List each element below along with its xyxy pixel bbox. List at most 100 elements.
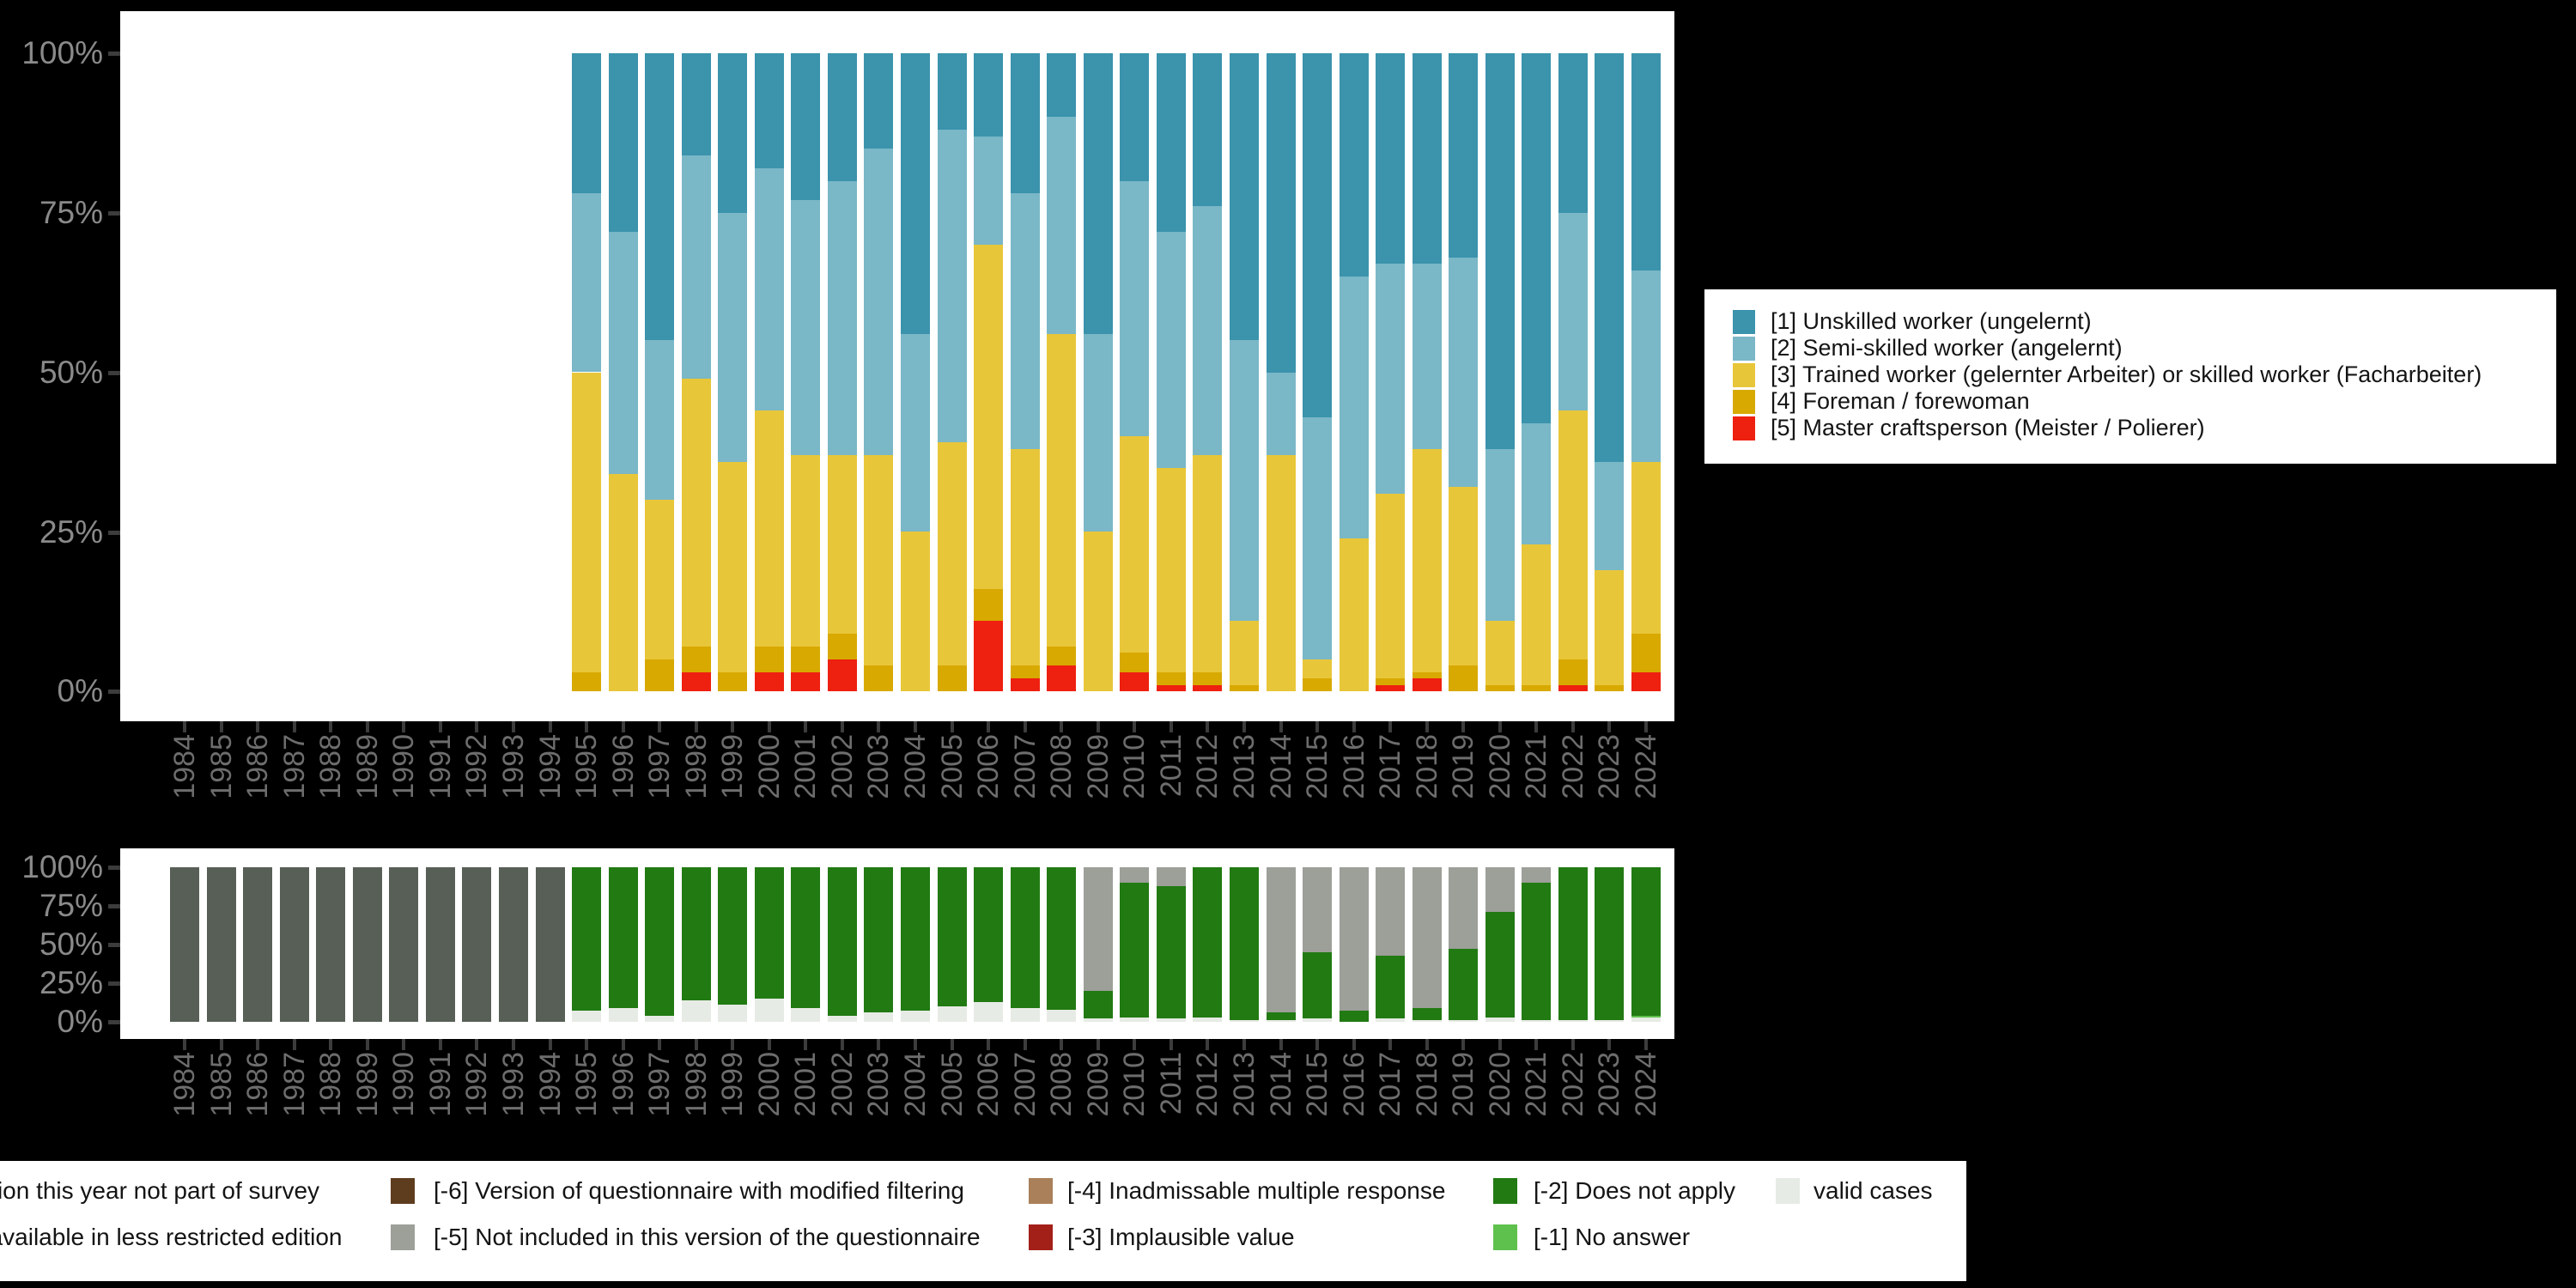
- bar-2024-segment--1: [1631, 1015, 1661, 1018]
- bar-1999-segment-valid: [718, 1005, 748, 1022]
- bar-2013-segment-1: [1229, 53, 1259, 341]
- bar-2011-segment-valid: [1156, 1018, 1186, 1022]
- bar-2000-segment-3: [754, 410, 784, 647]
- bar-2024-segment--2: [1631, 867, 1661, 1016]
- distribution-xtick-2011: [1169, 721, 1173, 732]
- bar-2023-segment--2: [1595, 867, 1625, 1021]
- bar-2010-segment--2: [1120, 883, 1150, 1018]
- missings-xtick-2013: [1242, 1039, 1246, 1050]
- missings-xtick-2016: [1352, 1039, 1356, 1050]
- missings-xlabel-2017: 2017: [1374, 1052, 1407, 1117]
- distribution-xtick-2002: [840, 721, 844, 732]
- bar-2007-segment-2: [1010, 193, 1040, 449]
- missings-xtick-2019: [1461, 1039, 1466, 1050]
- missings-xlabel-1996: 1996: [606, 1052, 640, 1117]
- legend-item-4: [4] Foreman / forewoman: [1733, 388, 2030, 415]
- distribution-xtick-2009: [1096, 721, 1100, 732]
- distribution-xlabel-2007: 2007: [1008, 734, 1042, 799]
- legend-swatch-5: [1733, 416, 1755, 440]
- bar-1998-segment-valid: [681, 999, 711, 1022]
- bar-2004-segment-valid: [901, 1011, 930, 1022]
- missings-xlabel-2009: 2009: [1081, 1052, 1115, 1117]
- missings-xtick-2006: [987, 1039, 991, 1050]
- distribution-xtick-2014: [1279, 721, 1283, 732]
- distribution-xtick-2007: [1023, 721, 1027, 732]
- distribution-xlabel-1995: 1995: [570, 734, 604, 799]
- missings-xtick-2017: [1388, 1039, 1393, 1050]
- bar-2024-segment-1: [1631, 53, 1661, 270]
- bar-1995-segment-valid: [572, 1011, 602, 1022]
- distribution-ytick-100: [108, 52, 120, 56]
- missing-legend-label-r2c3: [-3] Implausible value: [1067, 1224, 1295, 1250]
- missings-xtick-2008: [1060, 1039, 1064, 1050]
- bar-2003-segment-valid: [864, 1012, 894, 1022]
- bar-2012-segment-5: [1193, 684, 1223, 691]
- bar-2006-segment--2: [974, 867, 1004, 1002]
- bar-1997-segment-2: [645, 340, 675, 501]
- bar-2009-segment-valid: [1083, 1018, 1113, 1022]
- distribution-xlabel-1997: 1997: [643, 734, 677, 799]
- bar-2017-segment-valid: [1376, 1018, 1406, 1022]
- missings-xtick-1996: [621, 1039, 625, 1050]
- bar-2014-segment-1: [1266, 53, 1296, 373]
- bar-1995-segment-2: [572, 193, 602, 373]
- distribution-xlabel-2020: 2020: [1483, 734, 1516, 799]
- missings-xlabel-2019: 2019: [1447, 1052, 1480, 1117]
- distribution-ytick-75: [108, 211, 120, 216]
- bar-2001-segment-2: [791, 199, 821, 456]
- missings-xtick-2000: [767, 1039, 771, 1050]
- missings-xlabel-1991: 1991: [423, 1052, 457, 1117]
- missings-xlabel-2020: 2020: [1483, 1052, 1516, 1117]
- distribution-xtick-2023: [1607, 721, 1612, 732]
- bar-2018-segment-3: [1412, 448, 1442, 672]
- bar-2001-segment-5: [791, 671, 821, 691]
- distribution-xlabel-2019: 2019: [1447, 734, 1480, 799]
- distribution-xlabel-2009: 2009: [1081, 734, 1115, 799]
- distribution-xlabel-1991: 1991: [423, 734, 457, 799]
- bar-2021-segment-3: [1522, 544, 1552, 685]
- distribution-xlabel-1990: 1990: [387, 734, 421, 799]
- distribution-xtick-2024: [1644, 721, 1648, 732]
- bar-2021-segment-2: [1522, 422, 1552, 545]
- bar-2000-segment-4: [754, 646, 784, 672]
- missings-xlabel-2001: 2001: [789, 1052, 823, 1117]
- missings-ytick-0: [108, 1020, 120, 1024]
- bar-2020-segment-1: [1485, 53, 1515, 449]
- bar-1988-segment--8: [316, 867, 346, 1022]
- distribution-ylabel-75: 75%: [39, 195, 103, 230]
- bar-1999-segment--2: [718, 867, 748, 1005]
- bar-1987-segment--8: [279, 867, 309, 1022]
- bar-2006-segment-2: [974, 136, 1004, 245]
- distribution-xlabel-2012: 2012: [1191, 734, 1224, 799]
- missings-xlabel-1993: 1993: [496, 1052, 530, 1117]
- distribution-xlabel-2021: 2021: [1520, 734, 1553, 799]
- missings-xlabel-1989: 1989: [350, 1052, 384, 1117]
- distribution-xlabel-2014: 2014: [1264, 734, 1297, 799]
- bar-1998-segment-4: [681, 646, 711, 672]
- missings-ylabel-25: 25%: [39, 965, 103, 1000]
- distribution-xlabel-1988: 1988: [314, 734, 348, 799]
- bar-2005-segment-1: [937, 53, 967, 131]
- bar-2005-segment-valid: [937, 1006, 967, 1022]
- bar-1986-segment--8: [243, 867, 273, 1022]
- distribution-xtick-1994: [548, 721, 552, 732]
- bar-2000-segment-1: [754, 53, 784, 168]
- legend-label-5: [5] Master craftsperson (Meister / Polie…: [1771, 415, 2205, 440]
- bar-2020-segment-4: [1485, 684, 1515, 691]
- bar-1999-segment-3: [718, 461, 748, 672]
- distribution-xtick-1997: [658, 721, 662, 732]
- bar-2007-segment--2: [1010, 867, 1040, 1008]
- missings-xlabel-2016: 2016: [1337, 1052, 1370, 1117]
- bar-2006-segment-5: [974, 621, 1004, 691]
- bar-2002-segment-4: [827, 634, 857, 659]
- bar-2014-segment-valid: [1266, 1020, 1296, 1022]
- bar-2017-segment-3: [1376, 493, 1406, 679]
- distribution-xtick-2003: [877, 721, 881, 732]
- missings-xtick-2023: [1607, 1039, 1612, 1050]
- missings-xtick-1992: [475, 1039, 479, 1050]
- missing-legend-label-r2c1: [-7] Only available in less restricted e…: [0, 1224, 343, 1250]
- missings-ylabel-50: 50%: [39, 927, 103, 962]
- bar-2002-segment-1: [827, 53, 857, 181]
- bar-2000-segment--2: [754, 867, 784, 999]
- bar-2015-segment--2: [1303, 952, 1333, 1019]
